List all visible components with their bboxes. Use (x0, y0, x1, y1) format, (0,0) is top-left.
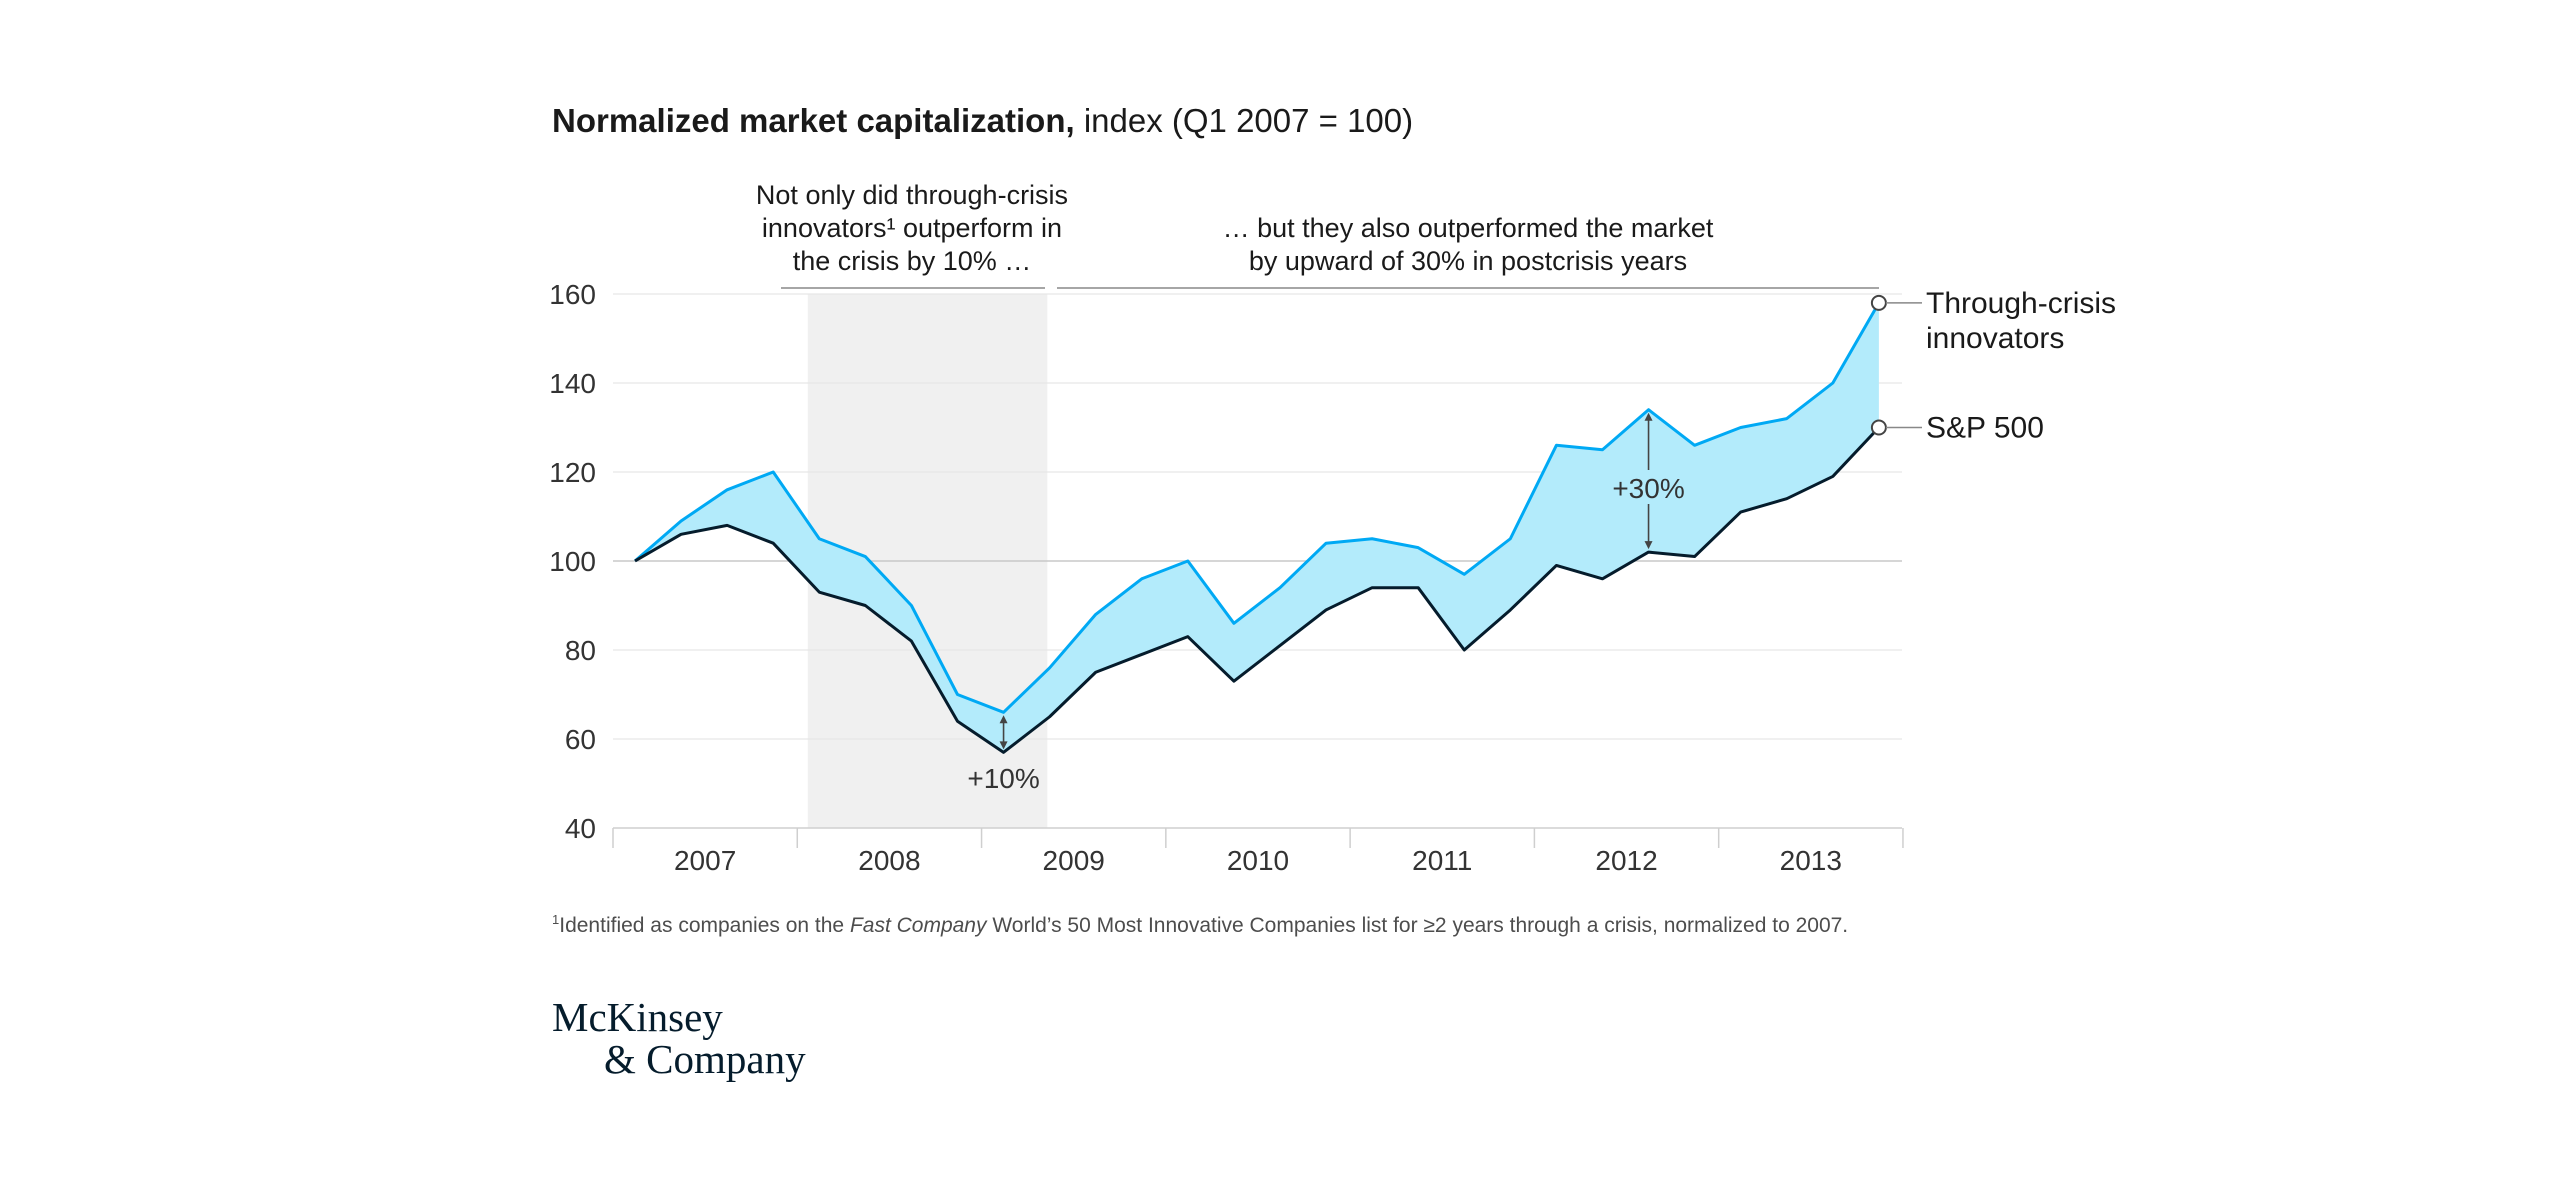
series-line-sp500 (634, 426, 1880, 754)
postcrisis-gap-label-bg (1604, 470, 1693, 504)
chart-title: Normalized market capitalization, index … (552, 102, 1413, 140)
logo-line-2: & Company (604, 1036, 806, 1082)
x-tick-label: 2011 (1412, 845, 1472, 876)
x-tick-label: 2008 (858, 845, 920, 876)
legend-label-innovators: innovators (1926, 322, 2064, 355)
x-tick-label: 2009 (1043, 845, 1105, 876)
y-tick-label: 120 (549, 457, 596, 488)
postcrisis-gap-arrow-head-up (1644, 412, 1653, 421)
crisis-annotation-line: Not only did through-crisis (756, 180, 1068, 210)
y-tick-label: 40 (565, 813, 596, 844)
y-tick-label: 100 (549, 546, 596, 577)
x-tick-label: 2007 (674, 845, 736, 876)
mckinsey-logo: McKinsey & Company (552, 996, 806, 1080)
crisis-gap-arrow-head-up (999, 715, 1008, 724)
x-tick-label: 2013 (1780, 845, 1842, 876)
y-tick-label: 80 (565, 635, 596, 666)
postcrisis-annotation-line: … but they also outperformed the market (1223, 213, 1714, 243)
series-line-innovators (634, 302, 1881, 714)
footnote-before: Identified as companies on the (559, 914, 850, 937)
axes: 40 60 80 100 120 140 160 2007 2008 2009 2010 2011 20… (549, 279, 1904, 876)
x-tick-label: 2012 (1595, 845, 1657, 876)
postcrisis-gap-arrow-head-down (1644, 541, 1653, 550)
footnote: 1Identified as companies on the Fast Com… (552, 912, 1848, 938)
legend-label-innovators: Through-crisis (1926, 287, 2116, 320)
y-tick-label: 60 (565, 724, 596, 755)
footnote-after: World’s 50 Most Innovative Companies lis… (986, 914, 1849, 937)
innovators-end-marker (1870, 294, 1887, 311)
postcrisis-gap-label: +30% (1612, 473, 1684, 504)
crisis-annotation-line: the crisis by 10% … (793, 246, 1032, 276)
crisis-gap-arrow-label: +10% (967, 763, 1039, 794)
series-lines (634, 302, 1881, 754)
chart-title-bold: Normalized market capitalization, (552, 102, 1075, 139)
footnote-marker: 1 (552, 912, 560, 927)
crisis-gap-arrow-head-down (999, 741, 1008, 750)
y-tick-label: 140 (549, 368, 596, 399)
x-tick-label: 2010 (1227, 845, 1289, 876)
sp500-end-marker (1870, 419, 1887, 436)
logo-line-1: McKinsey (552, 994, 723, 1040)
y-tick-label: 160 (549, 279, 596, 310)
chart-title-rest: index (Q1 2007 = 100) (1074, 102, 1414, 139)
legend-label-sp500: S&P 500 (1926, 412, 2044, 445)
footnote-italic: Fast Company (849, 914, 987, 937)
crisis-annotation-line: innovators¹ outperform in (762, 213, 1062, 243)
postcrisis-annotation-line: by upward of 30% in postcrisis years (1249, 246, 1687, 276)
